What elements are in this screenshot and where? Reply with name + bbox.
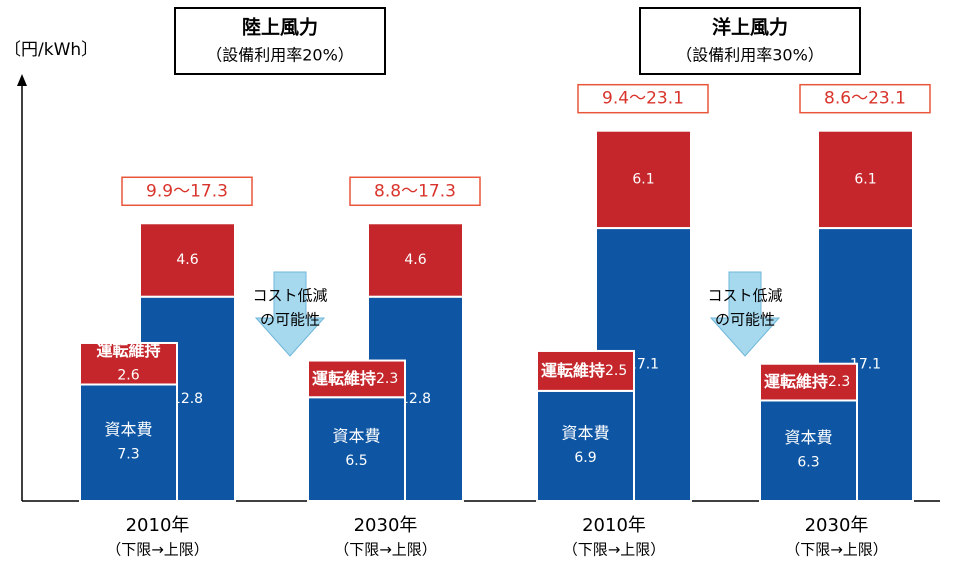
- group-box: [639, 7, 861, 75]
- bar-segment: [759, 362, 858, 402]
- value-label: 12.8: [172, 391, 203, 407]
- range-box: [349, 176, 481, 207]
- bar-segment: [817, 129, 914, 230]
- x-tick-label: 2010年: [582, 515, 646, 536]
- group-subtitle: （設備利用率30%）: [676, 46, 824, 65]
- arrow-label: の可能性: [715, 311, 775, 329]
- group-subtitle: （設備利用率20%）: [206, 46, 354, 65]
- arrow-label: の可能性: [260, 311, 320, 329]
- x-tick-label: 2030年: [354, 515, 418, 536]
- bar-segment: [79, 383, 178, 503]
- value-label: 6.9: [574, 450, 596, 466]
- range-label: 9.4〜23.1: [602, 89, 684, 109]
- x-tick-sublabel: （下限→上限）: [785, 541, 888, 559]
- group-title: 陸上風力: [242, 16, 318, 39]
- bar-segment: [536, 389, 635, 502]
- series-name: 資本費: [561, 423, 609, 442]
- value-label: 6.1: [632, 171, 654, 187]
- value-label: 4.6: [404, 252, 426, 268]
- x-tick-label: 2030年: [805, 515, 869, 536]
- range-box: [799, 83, 931, 114]
- bar-segment: [367, 222, 464, 298]
- reduction-arrow: [709, 271, 781, 357]
- value-label: 6.3: [797, 455, 819, 471]
- bar-segment: [536, 349, 635, 392]
- x-tick-sublabel: （下限→上限）: [106, 541, 209, 559]
- bar-segment: [595, 129, 692, 230]
- value-label: 2.5: [605, 363, 627, 379]
- range-label: 9.9〜17.3: [146, 181, 228, 201]
- x-tick-label: 2010年: [126, 515, 190, 536]
- series-name: 運転維持: [312, 368, 376, 387]
- group-title: 洋上風力: [712, 16, 788, 39]
- value-label: 4.6: [176, 252, 198, 268]
- value-label: 17.1: [628, 357, 659, 373]
- range-box: [577, 83, 709, 114]
- series-name: 運転維持: [96, 341, 160, 360]
- value-label: 6.1: [854, 171, 876, 187]
- segment-label: 運転維持2.3: [312, 368, 398, 387]
- y-axis-arrow: [17, 74, 27, 86]
- value-label: 2.6: [117, 368, 139, 384]
- bar-segment: [139, 222, 236, 298]
- series-name: 運転維持: [541, 360, 605, 379]
- range-label: 8.8〜17.3: [374, 181, 456, 201]
- value-label: 2.3: [376, 371, 398, 387]
- reduction-arrow: [254, 271, 326, 357]
- x-tick-sublabel: （下限→上限）: [563, 541, 666, 559]
- value-label: 7.3: [117, 447, 139, 463]
- bar-segment: [307, 359, 406, 399]
- arrow-label: コスト低減: [707, 287, 782, 305]
- segment-label: 運転維持2.5: [541, 360, 627, 379]
- value-label: 6.5: [345, 453, 367, 469]
- value-label: 12.8: [400, 391, 431, 407]
- series-name: 運転維持: [764, 372, 828, 391]
- group-box: [174, 7, 386, 75]
- y-axis-label: 〔円/kWh〕: [4, 40, 98, 60]
- series-name: 資本費: [332, 427, 380, 446]
- bar-segment: [307, 396, 406, 502]
- range-label: 8.6〜23.1: [824, 89, 906, 109]
- arrow-label: コスト低減: [252, 287, 327, 305]
- series-name: 資本費: [784, 428, 832, 447]
- segment-label: 運転維持2.3: [764, 372, 850, 391]
- x-tick-sublabel: （下限→上限）: [334, 541, 437, 559]
- bar-segment: [79, 341, 178, 386]
- range-box: [121, 176, 253, 207]
- value-label: 2.3: [828, 374, 850, 390]
- bar-segment: [759, 399, 858, 503]
- series-name: 資本費: [104, 420, 152, 439]
